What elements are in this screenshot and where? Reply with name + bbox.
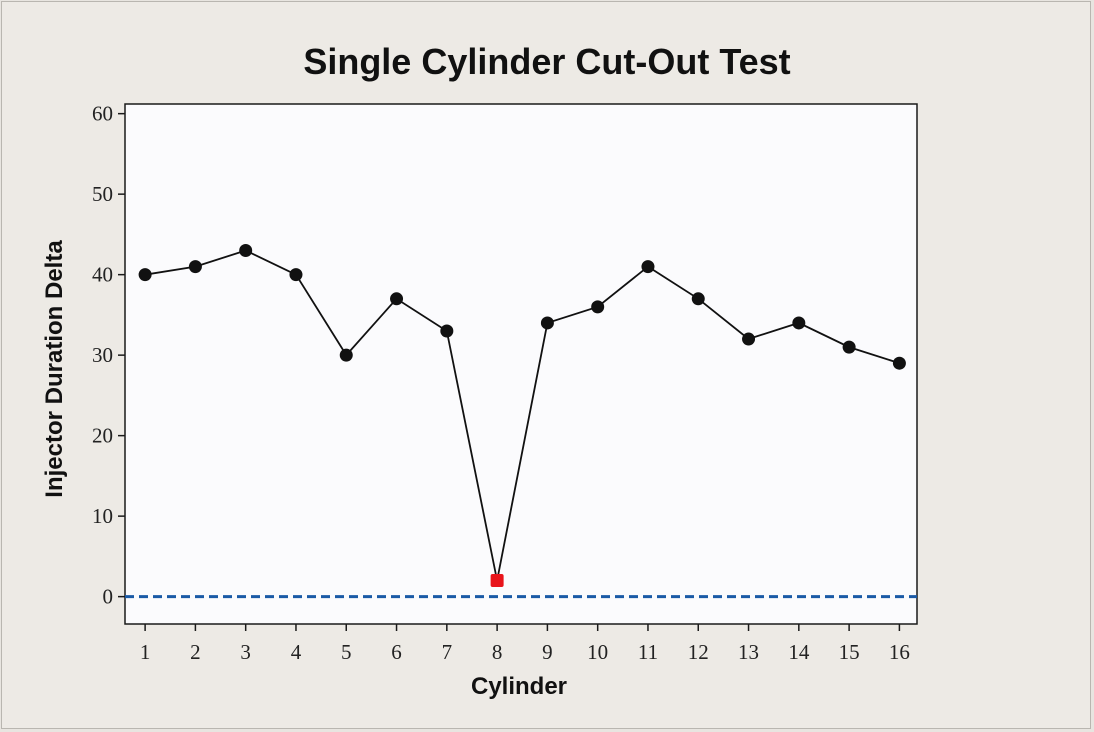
data-point xyxy=(742,332,756,346)
data-point xyxy=(691,292,705,306)
x-tick-label: 11 xyxy=(638,640,658,664)
data-point xyxy=(591,300,605,314)
x-tick-label: 8 xyxy=(492,640,503,664)
data-point xyxy=(239,244,253,258)
y-tick-label: 20 xyxy=(92,424,113,448)
x-tick-label: 4 xyxy=(291,640,302,664)
data-point xyxy=(289,268,303,282)
data-point xyxy=(892,356,906,370)
x-tick-label: 15 xyxy=(839,640,860,664)
chart-title: Single Cylinder Cut-Out Test xyxy=(303,41,790,82)
plot-area xyxy=(124,103,918,625)
x-axis-label: Cylinder xyxy=(471,673,567,700)
x-tick-label: 13 xyxy=(738,640,759,664)
x-tick-label: 7 xyxy=(442,640,453,664)
y-tick-label: 50 xyxy=(92,182,113,206)
y-tick-label: 0 xyxy=(103,585,114,609)
series-line xyxy=(144,249,900,581)
data-point xyxy=(842,340,856,354)
x-tick-label: 16 xyxy=(889,640,910,664)
data-point xyxy=(641,260,655,274)
y-tick-label: 40 xyxy=(92,263,113,287)
data-point xyxy=(540,316,554,330)
x-tick-label: 1 xyxy=(140,640,151,664)
y-tick-label: 30 xyxy=(92,343,113,367)
y-axis-label: Injector Duration Delta xyxy=(41,240,68,498)
x-tick-label: 10 xyxy=(587,640,608,664)
x-tick-label: 5 xyxy=(341,640,352,664)
data-point xyxy=(792,316,806,330)
data-point xyxy=(138,268,152,282)
x-tick-label: 14 xyxy=(788,640,810,664)
x-tick-label: 3 xyxy=(240,640,251,664)
x-tick-label: 2 xyxy=(190,640,201,664)
data-point xyxy=(339,348,353,362)
data-point-highlight xyxy=(490,574,504,588)
data-point xyxy=(188,260,202,274)
y-tick-label: 10 xyxy=(92,504,113,528)
y-tick-label: 60 xyxy=(92,102,113,126)
x-tick-label: 12 xyxy=(688,640,709,664)
data-point xyxy=(390,292,404,306)
x-tick-label: 6 xyxy=(391,640,402,664)
x-tick-label: 9 xyxy=(542,640,553,664)
data-point xyxy=(440,324,454,338)
